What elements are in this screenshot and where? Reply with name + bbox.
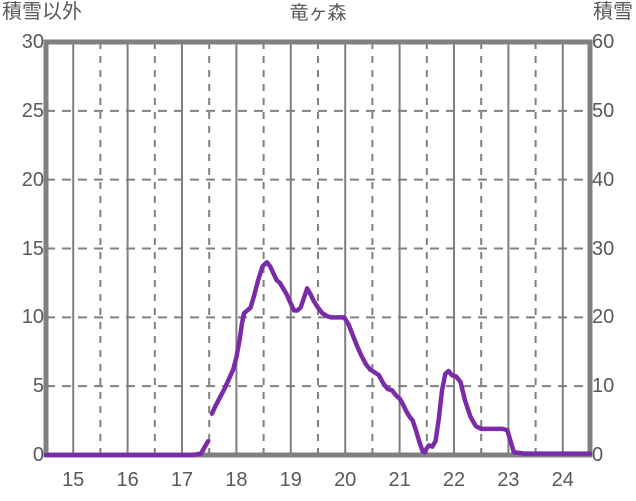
ytick-label-left-15: 15 — [21, 237, 44, 260]
ytick-label-right-40: 40 — [592, 168, 615, 191]
xtick-label-17: 17 — [170, 469, 194, 491]
ytick-label-right-0: 0 — [592, 444, 604, 466]
ytick-label-left-5: 5 — [32, 375, 44, 398]
ytick-label-right-10: 10 — [592, 375, 615, 398]
ytick-label-left-25: 25 — [21, 99, 44, 122]
ytick-label-left-10: 10 — [21, 306, 44, 329]
chart-title: 竜ヶ森 — [289, 3, 347, 24]
xtick-label-16: 16 — [116, 469, 139, 491]
xtick-label-20: 20 — [334, 469, 357, 491]
ytick-label-right-50: 50 — [592, 99, 615, 122]
ytick-label-right-20: 20 — [592, 306, 615, 329]
ytick-label-left-30: 30 — [21, 31, 44, 53]
xtick-label-21: 21 — [388, 469, 411, 491]
data-series-line — [43, 260, 593, 458]
xtick-label-15: 15 — [62, 469, 85, 491]
xtick-label-24: 24 — [551, 469, 574, 491]
right-axis-title: 積雪 — [593, 1, 633, 23]
ytick-label-left-20: 20 — [21, 168, 44, 191]
horizontal-gridlines — [46, 109, 590, 388]
ytick-label-left-0: 0 — [32, 444, 44, 466]
plot-frame — [43, 39, 593, 458]
ytick-label-right-60: 60 — [592, 31, 615, 53]
xtick-label-23: 23 — [497, 469, 520, 491]
xtick-label-18: 18 — [225, 469, 248, 491]
xtick-label-19: 19 — [279, 469, 302, 491]
left-axis-title: 積雪以外 — [2, 1, 82, 23]
xtick-label-22: 22 — [442, 469, 466, 491]
ytick-label-right-30: 30 — [592, 237, 615, 260]
